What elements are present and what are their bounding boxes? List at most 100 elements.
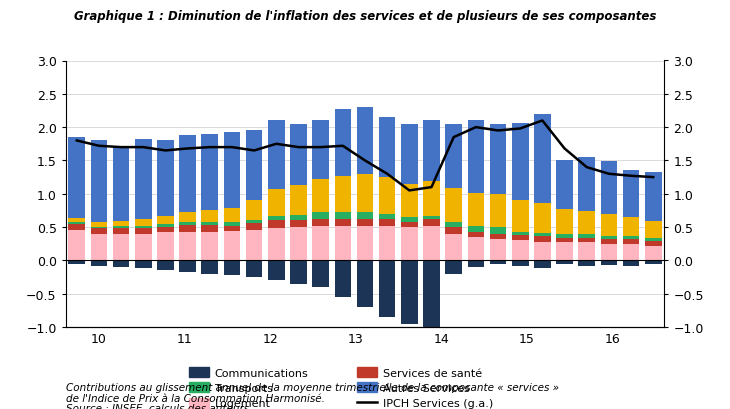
Bar — [91, 229, 107, 234]
Bar — [357, 226, 373, 261]
Bar — [180, 232, 196, 261]
Bar — [601, 215, 617, 236]
Bar — [645, 173, 661, 222]
Bar — [69, 231, 85, 261]
Bar — [556, 235, 573, 238]
Bar — [223, 208, 240, 223]
Bar — [623, 171, 639, 218]
Bar — [113, 222, 129, 227]
Bar — [445, 124, 462, 188]
Bar — [379, 178, 396, 214]
Bar — [223, 261, 240, 275]
Bar — [423, 261, 439, 327]
Bar — [157, 217, 174, 225]
Bar — [113, 148, 129, 222]
Bar — [135, 226, 152, 229]
Text: Contributions au glissement annuel de la moyenne trimestrielle de la composante : Contributions au glissement annuel de la… — [66, 382, 558, 392]
IPCH Services (g.a.) — [383, 172, 391, 177]
Bar — [290, 186, 307, 216]
Bar — [379, 214, 396, 220]
IPCH Services (g.a.) — [95, 144, 104, 149]
Bar — [290, 124, 307, 186]
Bar — [601, 239, 617, 244]
Text: Source : INSEE, calculs des auteurs: Source : INSEE, calculs des auteurs — [66, 403, 249, 409]
Bar — [334, 213, 351, 220]
Bar — [246, 220, 263, 223]
IPCH Services (g.a.) — [316, 145, 325, 150]
IPCH Services (g.a.) — [250, 148, 258, 153]
Bar — [578, 261, 595, 266]
Bar — [290, 261, 307, 284]
IPCH Services (g.a.) — [493, 129, 502, 134]
Bar — [379, 261, 396, 317]
Bar — [69, 138, 85, 218]
Bar — [401, 261, 418, 324]
IPCH Services (g.a.) — [339, 144, 347, 149]
IPCH Services (g.a.) — [560, 146, 569, 151]
Bar — [645, 261, 661, 264]
IPCH Services (g.a.) — [205, 145, 214, 150]
Bar — [512, 241, 529, 261]
Bar — [401, 218, 418, 222]
IPCH Services (g.a.) — [183, 146, 192, 151]
Line: IPCH Services (g.a.): IPCH Services (g.a.) — [77, 121, 653, 191]
Bar — [201, 225, 218, 232]
Bar — [534, 115, 550, 204]
Bar — [601, 244, 617, 261]
Bar — [379, 118, 396, 178]
Bar — [135, 220, 152, 226]
Bar — [334, 110, 351, 176]
Bar — [113, 227, 129, 229]
IPCH Services (g.a.) — [427, 185, 436, 190]
Bar — [201, 211, 218, 223]
IPCH Services (g.a.) — [228, 145, 237, 150]
Bar — [91, 234, 107, 261]
Bar — [645, 246, 661, 261]
Text: de l'Indice de Prix à la Consommation Harmonisé.: de l'Indice de Prix à la Consommation Ha… — [66, 393, 325, 402]
Bar — [357, 174, 373, 213]
Bar — [645, 238, 661, 241]
Bar — [445, 227, 462, 234]
Bar — [467, 227, 484, 232]
Bar — [69, 218, 85, 223]
Bar — [578, 158, 595, 211]
Bar — [113, 234, 129, 261]
Bar — [601, 162, 617, 215]
Bar — [91, 141, 107, 223]
Bar — [401, 222, 418, 227]
IPCH Services (g.a.) — [117, 145, 126, 150]
Bar — [334, 226, 351, 261]
Bar — [157, 225, 174, 227]
Bar — [312, 121, 329, 180]
Bar — [512, 200, 529, 232]
Bar — [180, 136, 196, 213]
Bar — [445, 234, 462, 261]
Bar — [445, 261, 462, 274]
Bar — [180, 225, 196, 232]
Bar — [180, 223, 196, 225]
IPCH Services (g.a.) — [449, 135, 458, 140]
Bar — [578, 243, 595, 261]
Bar — [113, 261, 129, 267]
Bar — [534, 237, 550, 242]
Bar — [445, 223, 462, 227]
Bar — [467, 261, 484, 267]
Bar — [312, 226, 329, 261]
Bar — [357, 261, 373, 307]
Bar — [556, 261, 573, 264]
Text: Graphique 1 : Diminution de l'inflation des services et de plusieurs de ses comp: Graphique 1 : Diminution de l'inflation … — [74, 10, 656, 23]
Bar — [69, 223, 85, 224]
Bar — [357, 108, 373, 174]
Bar — [246, 261, 263, 277]
Bar — [334, 261, 351, 297]
Bar — [534, 261, 550, 269]
Bar — [467, 238, 484, 261]
Bar — [201, 135, 218, 211]
Bar — [201, 232, 218, 261]
Bar — [268, 190, 285, 216]
Bar — [556, 238, 573, 243]
IPCH Services (g.a.) — [272, 142, 281, 147]
Bar — [357, 213, 373, 220]
Bar — [556, 161, 573, 209]
Bar — [490, 194, 507, 227]
